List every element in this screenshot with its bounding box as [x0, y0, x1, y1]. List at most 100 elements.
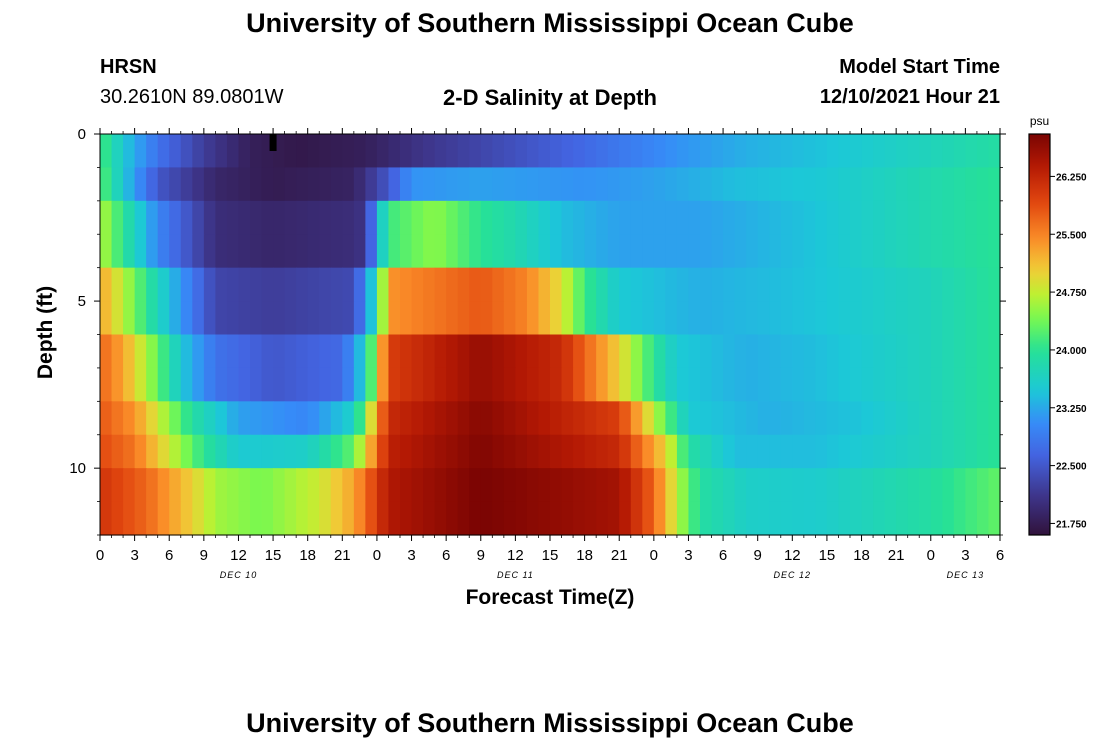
- heatmap-cell: [515, 301, 528, 336]
- heatmap-cell: [526, 134, 540, 169]
- heatmap-cell: [226, 401, 240, 436]
- heatmap-cell: [480, 301, 493, 336]
- heatmap-cell: [734, 367, 747, 402]
- heatmap-cell: [676, 167, 690, 202]
- x-tick-label: 6: [165, 547, 173, 564]
- day-label: DEC 13: [947, 570, 985, 580]
- heatmap-cell: [861, 167, 874, 202]
- heatmap-cell: [653, 434, 666, 469]
- y-tick-label: 10: [69, 460, 86, 477]
- heatmap-cell: [850, 501, 863, 536]
- heatmap-cell: [111, 167, 124, 202]
- heatmap-cell: [538, 401, 551, 436]
- heatmap-cell: [169, 200, 182, 235]
- heatmap-cell: [169, 367, 182, 402]
- heatmap-cell: [423, 334, 436, 369]
- heatmap-cell: [134, 200, 147, 235]
- heatmap-cell: [711, 468, 724, 503]
- heatmap-cell: [653, 134, 666, 169]
- model-start-label: Model Start Time: [839, 56, 1000, 78]
- heatmap-cell: [665, 401, 678, 436]
- heatmap-cell: [538, 468, 551, 503]
- heatmap-cell: [757, 267, 770, 302]
- heatmap-cell: [665, 267, 678, 302]
- heatmap-cell: [953, 134, 966, 169]
- heatmap-cell: [653, 267, 666, 302]
- heatmap-cell: [723, 334, 736, 369]
- heatmap-cell: [492, 434, 505, 469]
- heatmap-cell: [907, 334, 920, 369]
- heatmap-cell: [215, 434, 228, 469]
- heatmap-cell: [296, 167, 309, 202]
- heatmap-cell: [503, 468, 516, 503]
- heatmap-cell: [676, 267, 690, 302]
- heatmap-cell: [607, 267, 620, 302]
- heatmap-cell: [215, 200, 228, 235]
- heatmap-cell: [319, 334, 332, 369]
- heatmap-cell: [607, 501, 620, 536]
- heatmap-cell: [769, 134, 782, 169]
- heatmap-cell: [711, 167, 724, 202]
- heatmap-cell: [100, 167, 113, 202]
- heatmap-cell: [826, 501, 840, 536]
- heatmap-cell: [273, 434, 286, 469]
- heatmap-cell: [503, 367, 516, 402]
- heatmap-cell: [826, 134, 840, 169]
- heatmap-cell: [665, 167, 678, 202]
- heatmap-cell: [688, 301, 701, 336]
- heatmap-cell: [988, 434, 1001, 469]
- heatmap-cell: [538, 501, 551, 536]
- heatmap-cell: [123, 367, 136, 402]
- heatmap-cell: [226, 334, 240, 369]
- heatmap-cell: [988, 234, 1001, 269]
- heatmap-cell: [723, 134, 736, 169]
- heatmap-cell: [930, 367, 943, 402]
- heatmap-cell: [515, 501, 528, 536]
- heatmap-cell: [434, 401, 447, 436]
- heatmap-cell: [192, 367, 205, 402]
- colorbar-tick-label: 22.500: [1056, 462, 1087, 473]
- heatmap-cell: [273, 334, 286, 369]
- heatmap-cell: [296, 234, 309, 269]
- heatmap-cell: [953, 301, 966, 336]
- heatmap-cell: [526, 200, 540, 235]
- heatmap-cell: [284, 200, 297, 235]
- heatmap-cell: [838, 200, 851, 235]
- heatmap-cell: [250, 301, 263, 336]
- heatmap-cell: [250, 267, 263, 302]
- heatmap-cell: [180, 267, 193, 302]
- heatmap-cell: [353, 301, 366, 336]
- heatmap-cell: [838, 334, 851, 369]
- heatmap-cell: [480, 234, 493, 269]
- heatmap-cell: [446, 334, 459, 369]
- heatmap-cell: [746, 334, 759, 369]
- heatmap-cell: [446, 468, 459, 503]
- heatmap-cell: [192, 234, 205, 269]
- y-tick-label: 5: [78, 293, 86, 310]
- heatmap-cell: [180, 334, 193, 369]
- heatmap-cell: [757, 167, 770, 202]
- heatmap-cell: [146, 468, 159, 503]
- heatmap-cell: [480, 334, 493, 369]
- heatmap-cell: [123, 501, 136, 536]
- heatmap-cell: [503, 267, 516, 302]
- heatmap-cell: [584, 501, 597, 536]
- heatmap-cell: [376, 501, 390, 536]
- heatmap-cell: [619, 167, 632, 202]
- heatmap-cell: [319, 200, 332, 235]
- heatmap-cell: [503, 501, 516, 536]
- heatmap-cell: [826, 267, 840, 302]
- heatmap-cell: [573, 367, 586, 402]
- heatmap-cell: [550, 234, 563, 269]
- heatmap-cell: [342, 267, 355, 302]
- heatmap-cell: [226, 234, 240, 269]
- heatmap-cell: [953, 334, 966, 369]
- heatmap-cell: [688, 134, 701, 169]
- heatmap-cell: [261, 267, 274, 302]
- heatmap-cell: [503, 334, 516, 369]
- heatmap-cell: [111, 367, 124, 402]
- heatmap-cell: [192, 134, 205, 169]
- heatmap-cell: [146, 134, 159, 169]
- heatmap-cell: [492, 234, 505, 269]
- heatmap-cell: [584, 301, 597, 336]
